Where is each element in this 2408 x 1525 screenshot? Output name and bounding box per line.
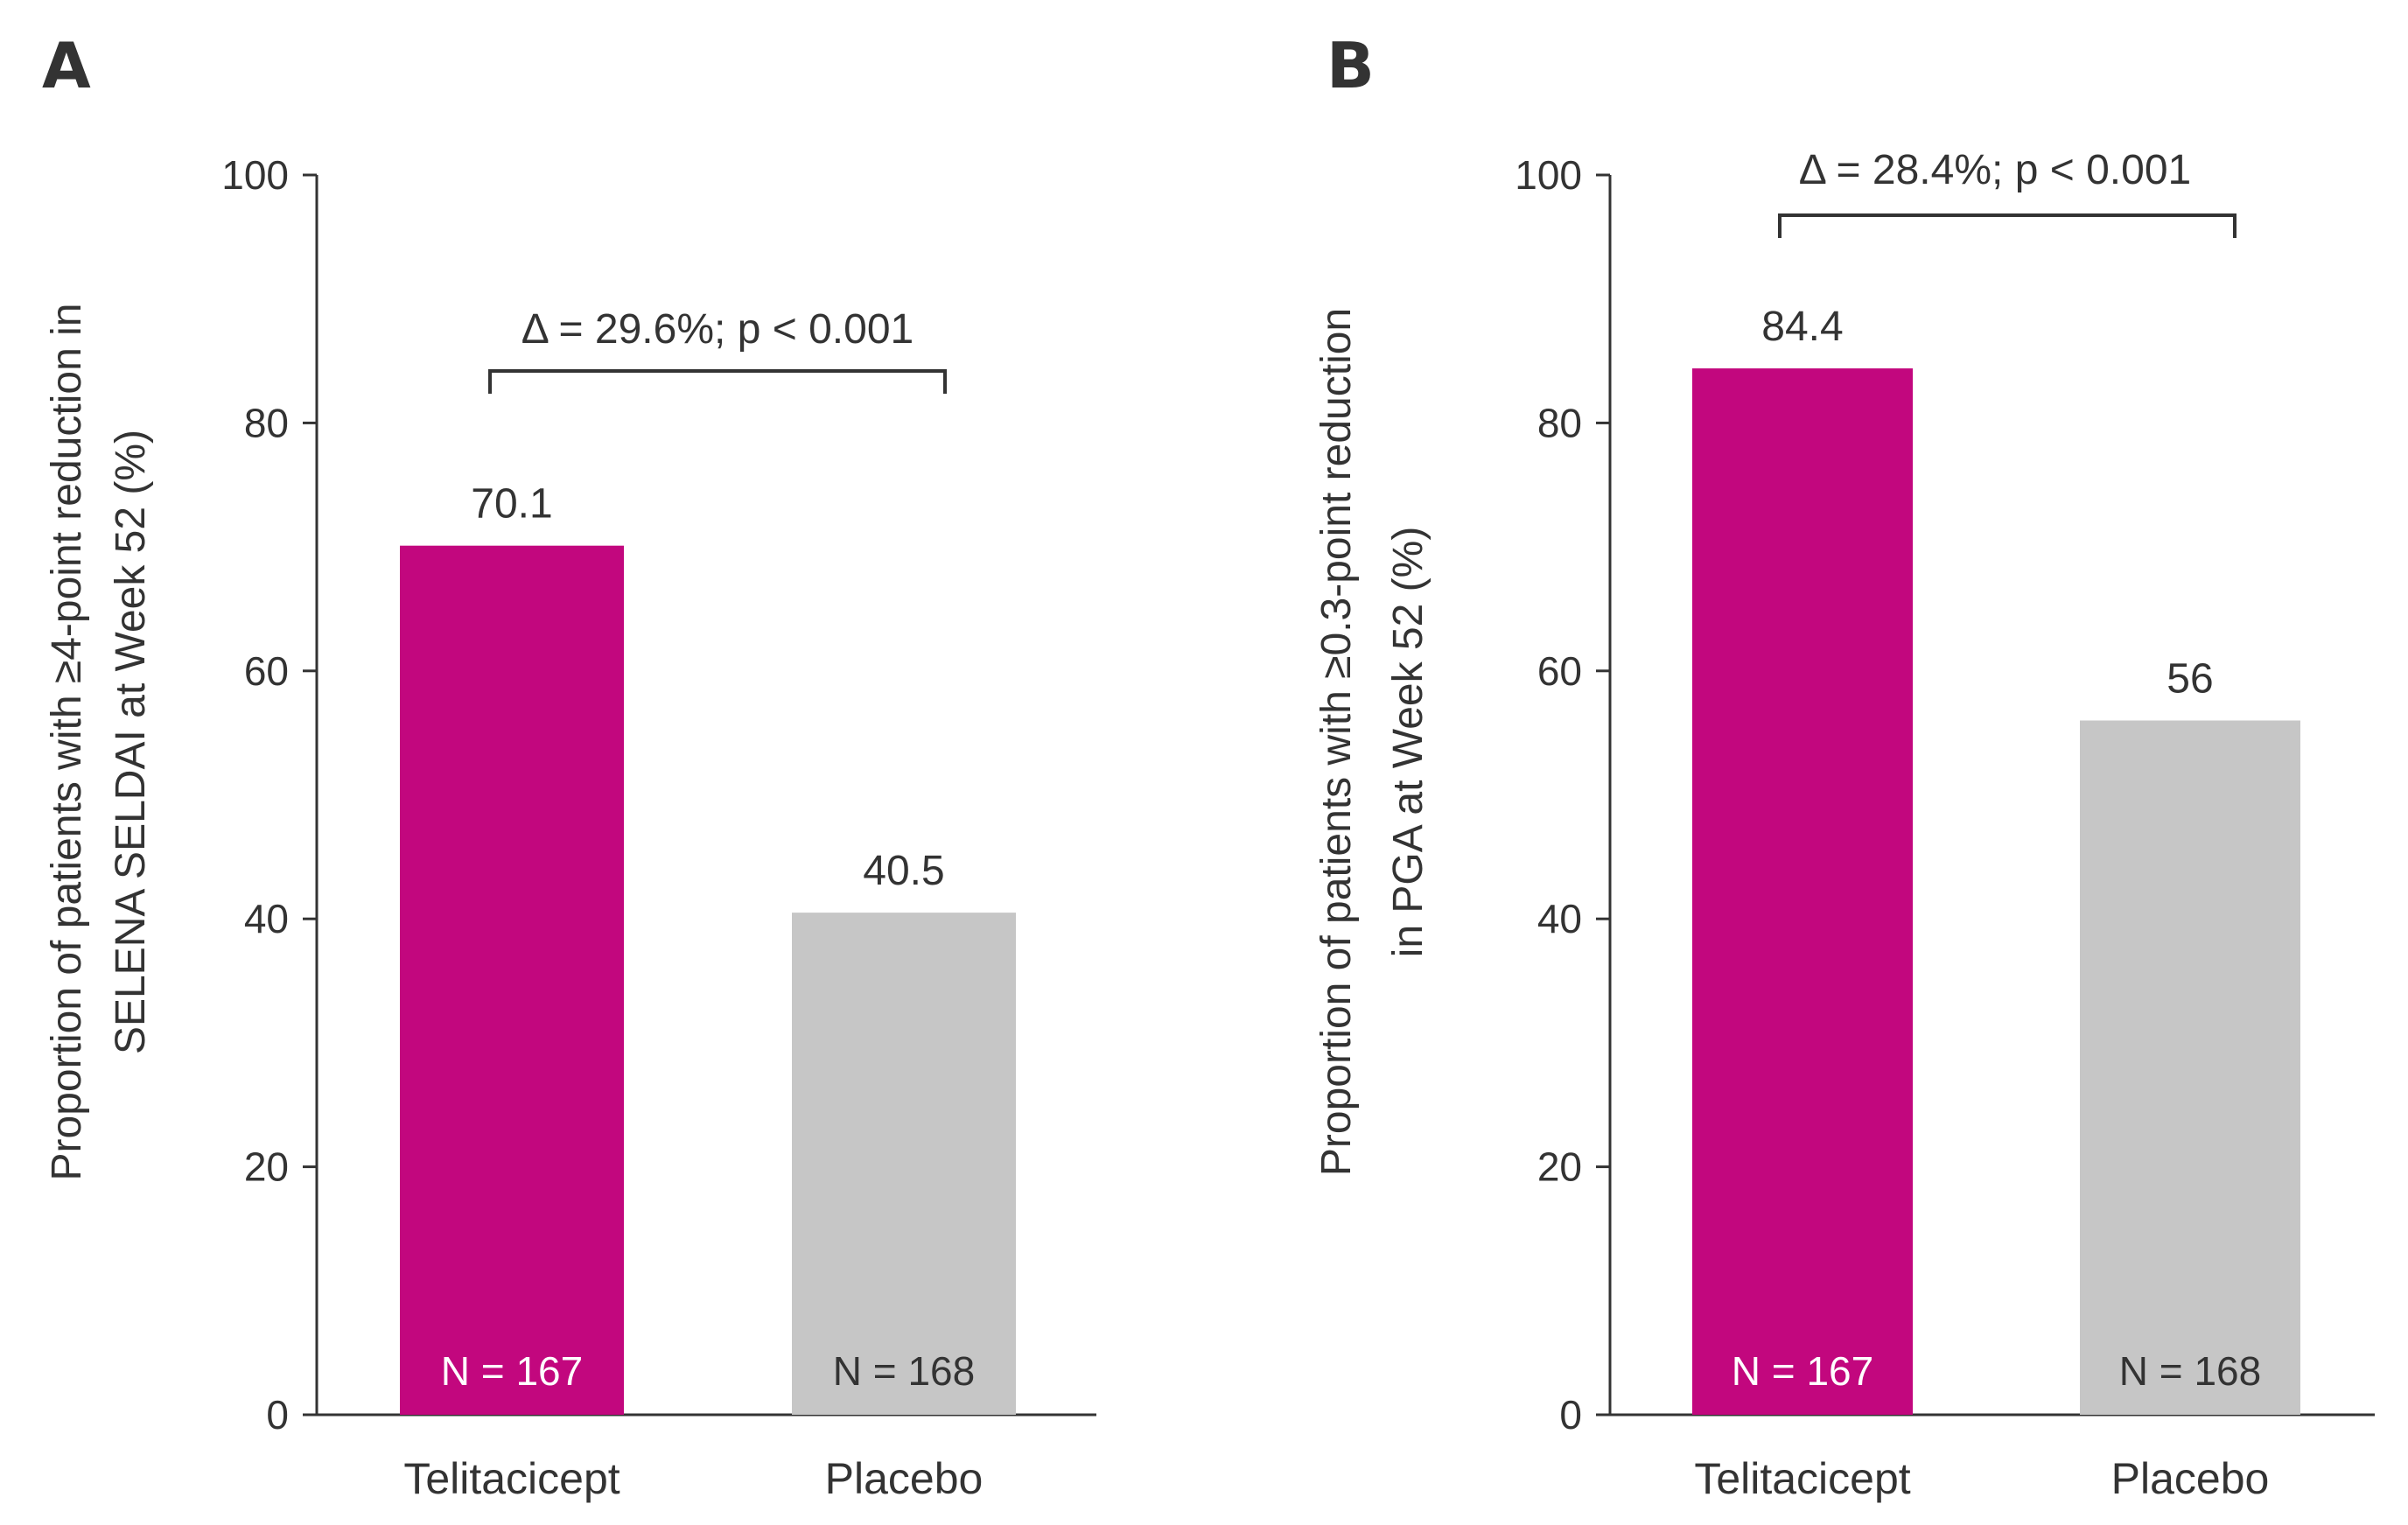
bar-n-label: N = 168 <box>833 1348 975 1394</box>
y-axis-label-line: Proportion of patients with ≥4-point red… <box>44 304 90 1181</box>
y-axis-label-line: SELENA SELDAI at Week 52 (%) <box>108 430 154 1054</box>
y-axis-label-line: Proportion of patients with ≥0.3-point r… <box>1313 308 1360 1176</box>
bar-n-label: N = 167 <box>441 1348 583 1394</box>
panel-letter: B <box>1326 29 1375 102</box>
y-axis-label-line: in PGA at Week 52 (%) <box>1385 527 1432 958</box>
bar-n-label: N = 168 <box>2119 1348 2261 1394</box>
bar-value-label: 70.1 <box>471 481 552 528</box>
y-tick-label: 40 <box>1537 896 1582 941</box>
y-tick-label: 80 <box>1537 400 1582 445</box>
significance-annotation: Δ = 28.4%; p < 0.001 <box>1799 147 2191 193</box>
bar-value-label: 56 <box>2166 655 2213 702</box>
bar-value-label: 84.4 <box>1761 304 1843 350</box>
bar-telitacicept <box>1692 368 1913 1415</box>
y-tick-label: 40 <box>244 896 289 941</box>
y-tick-label: 0 <box>1559 1392 1582 1438</box>
significance-annotation: Δ = 29.6%; p < 0.001 <box>522 306 914 353</box>
significance-bracket <box>488 369 947 394</box>
y-tick-label: 60 <box>244 648 289 694</box>
y-tick-label: 100 <box>221 152 289 198</box>
x-category-label: Placebo <box>825 1454 984 1503</box>
y-tick-label: 20 <box>244 1144 289 1190</box>
x-category-label: Telitacicept <box>1694 1454 1910 1503</box>
y-tick-label: 60 <box>1537 648 1582 694</box>
bar-value-label: 40.5 <box>863 848 944 894</box>
y-tick-label: 100 <box>1515 152 1582 198</box>
significance-bracket <box>1778 213 2236 238</box>
bar-n-label: N = 167 <box>1732 1348 1873 1394</box>
bar-placebo <box>792 913 1016 1415</box>
bar-placebo <box>2080 720 2300 1415</box>
y-tick-label: 20 <box>1537 1144 1582 1190</box>
bar-telitacicept <box>400 545 624 1415</box>
x-category-label: Placebo <box>2111 1454 2270 1503</box>
panel-letter: A <box>42 29 91 102</box>
y-tick-label: 80 <box>244 400 289 445</box>
x-category-label: Telitacicept <box>403 1454 620 1503</box>
y-tick-label: 0 <box>266 1392 289 1438</box>
